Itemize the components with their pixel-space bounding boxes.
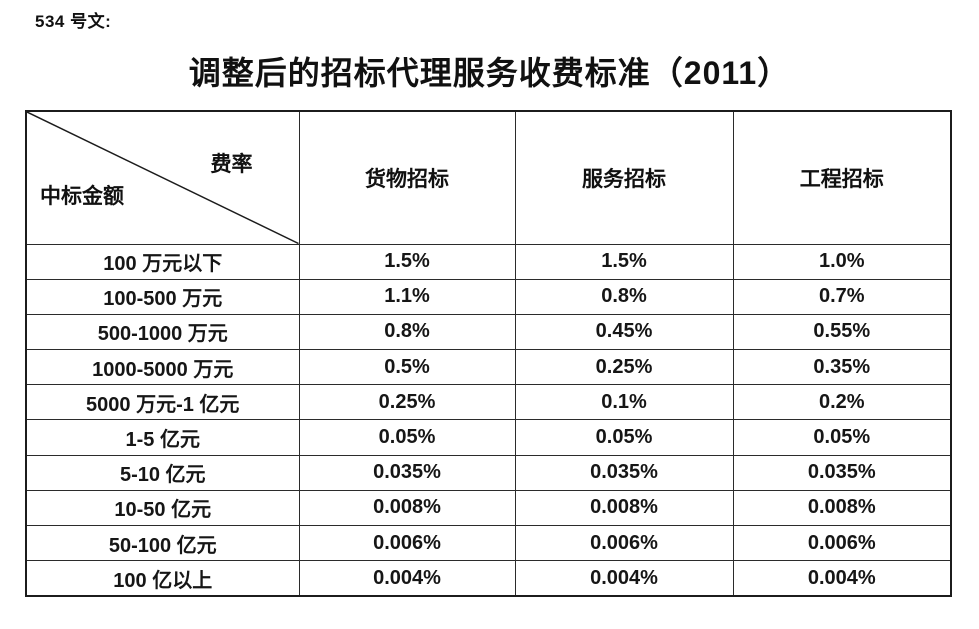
table-row: 100 亿以上 0.004% 0.004% 0.004%	[25, 560, 952, 597]
rate-cell: 0.25%	[514, 349, 734, 386]
table-row: 50-100 亿元 0.006% 0.006% 0.006%	[25, 524, 952, 562]
rate-cell: 0.45%	[514, 313, 734, 351]
corner-label-rate: 费率	[210, 153, 253, 176]
rate-cell: 0.25%	[298, 384, 516, 421]
doc-number-label: 534 号文:	[35, 12, 112, 31]
table-row: 1000-5000 万元 0.5% 0.25% 0.35%	[25, 349, 952, 386]
column-header-goods: 货物招标	[298, 110, 516, 245]
table-header-row: 费率 中标金额 货物招标 服务招标 工程招标	[25, 110, 952, 245]
corner-header-cell: 费率 中标金额	[25, 110, 300, 245]
rate-cell: 0.006%	[298, 524, 516, 562]
rate-cell: 1.5%	[298, 243, 516, 280]
column-header-services: 服务招标	[514, 110, 734, 245]
rate-cell: 0.1%	[514, 384, 734, 421]
table-row: 5000 万元-1 亿元 0.25% 0.1% 0.2%	[25, 384, 952, 421]
rate-cell: 0.006%	[732, 524, 952, 562]
rate-cell: 1.1%	[298, 278, 516, 315]
fee-rate-table: 费率 中标金额 货物招标 服务招标 工程招标 100 万元以下 1.5% 1.5…	[25, 110, 952, 597]
row-amount-cell: 10-50 亿元	[25, 489, 300, 527]
document-title: 调整后的招标代理服务收费标准（2011）	[188, 55, 791, 91]
fee-rate-table-grid: 费率 中标金额 货物招标 服务招标 工程招标 100 万元以下 1.5% 1.5…	[25, 110, 952, 597]
rate-cell: 0.05%	[732, 419, 952, 456]
table-row: 5-10 亿元 0.035% 0.035% 0.035%	[25, 454, 952, 491]
row-amount-cell: 1-5 亿元	[25, 419, 300, 456]
rate-cell: 0.7%	[732, 278, 952, 315]
rate-cell: 1.5%	[514, 243, 734, 280]
table-body: 100 万元以下 1.5% 1.5% 1.0% 100-500 万元 1.1% …	[25, 243, 952, 597]
rate-cell: 0.2%	[732, 384, 952, 421]
rate-cell: 0.004%	[298, 560, 516, 597]
rate-cell: 0.05%	[298, 419, 516, 456]
rate-cell: 1.0%	[732, 243, 952, 280]
rate-cell: 0.035%	[514, 454, 734, 491]
diagonal-line	[27, 112, 299, 244]
rate-cell: 0.55%	[732, 313, 952, 351]
rate-cell: 0.008%	[732, 489, 952, 527]
row-amount-cell: 50-100 亿元	[25, 524, 300, 562]
rate-cell: 0.004%	[514, 560, 734, 597]
rate-cell: 0.035%	[732, 454, 952, 491]
rate-cell: 0.006%	[514, 524, 734, 562]
row-amount-cell: 100 万元以下	[25, 243, 300, 280]
table-row: 100 万元以下 1.5% 1.5% 1.0%	[25, 243, 952, 280]
rate-cell: 0.35%	[732, 349, 952, 386]
rate-cell: 0.008%	[298, 489, 516, 527]
row-amount-cell: 100 亿以上	[25, 560, 300, 597]
rate-cell: 0.008%	[514, 489, 734, 527]
table-row: 1-5 亿元 0.05% 0.05% 0.05%	[25, 419, 952, 456]
table-row: 500-1000 万元 0.8% 0.45% 0.55%	[25, 313, 952, 351]
rate-cell: 0.8%	[298, 313, 516, 351]
row-amount-cell: 5-10 亿元	[25, 454, 300, 491]
rate-cell: 0.05%	[514, 419, 734, 456]
rate-cell: 0.004%	[732, 560, 952, 597]
row-amount-cell: 500-1000 万元	[25, 313, 300, 351]
row-amount-cell: 100-500 万元	[25, 278, 300, 315]
rate-cell: 0.8%	[514, 278, 734, 315]
row-amount-cell: 5000 万元-1 亿元	[25, 384, 300, 421]
rate-cell: 0.5%	[298, 349, 516, 386]
column-header-engineering: 工程招标	[732, 110, 952, 245]
row-amount-cell: 1000-5000 万元	[25, 349, 300, 386]
corner-label-amount: 中标金额	[40, 184, 124, 208]
rate-cell: 0.035%	[298, 454, 516, 491]
table-row: 100-500 万元 1.1% 0.8% 0.7%	[25, 278, 952, 315]
table-row: 10-50 亿元 0.008% 0.008% 0.008%	[25, 489, 952, 527]
